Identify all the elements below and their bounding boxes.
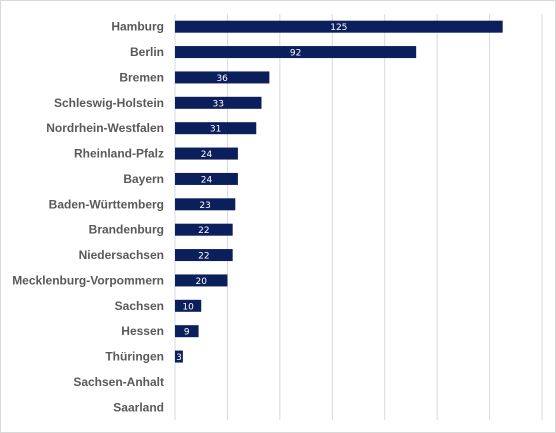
- data-label-rheinland-pfalz: 24: [201, 150, 213, 160]
- bar-hessen: [175, 325, 199, 338]
- data-label-berlin: 92: [290, 49, 301, 59]
- data-label-schleswig-holstein: 33: [213, 99, 224, 109]
- category-label-mecklenburg-vorpommern: Mecklenburg-Vorpommern: [12, 273, 164, 287]
- category-label-th-ringen: Thüringen: [105, 350, 164, 364]
- data-label-hamburg: 125: [330, 23, 347, 33]
- category-label-rheinland-pfalz: Rheinland-Pfalz: [74, 147, 164, 161]
- data-label-niedersachsen: 22: [198, 252, 209, 262]
- bar-nordrhein-westfalen: [175, 122, 257, 135]
- data-label-mecklenburg-vorpommern: 20: [195, 277, 207, 287]
- bar-baden-w-rttemberg: [175, 198, 236, 211]
- bar-sachsen: [175, 299, 202, 312]
- category-label-saarland: Saarland: [113, 400, 164, 414]
- category-label-brandenburg: Brandenburg: [89, 223, 164, 237]
- bar-bremen: [175, 71, 270, 84]
- category-label-bremen: Bremen: [119, 70, 164, 84]
- bar-rheinland-pfalz: [175, 147, 238, 160]
- bar-niedersachsen: [175, 249, 233, 262]
- category-label-baden-w-rttemberg: Baden-Württemberg: [49, 197, 164, 211]
- bar-hamburg: [175, 20, 503, 33]
- bar-bayern: [175, 172, 238, 185]
- data-label-th-ringen: 3: [176, 353, 182, 363]
- category-label-sachsen: Sachsen: [115, 299, 164, 313]
- category-label-sachsen-anhalt: Sachsen-Anhalt: [73, 375, 164, 389]
- data-label-baden-w-rttemberg: 23: [199, 201, 210, 211]
- bar-mecklenburg-vorpommern: [175, 274, 228, 287]
- data-labels: 125 92 36 33 31 24 24 23 22 22 20 10 9 3: [176, 23, 347, 363]
- category-label-nordrhein-westfalen: Nordrhein-Westfalen: [46, 121, 164, 135]
- bar-berlin: [175, 46, 417, 59]
- data-label-hessen: 9: [184, 328, 190, 338]
- category-label-bayern: Bayern: [123, 172, 164, 186]
- data-label-nordrhein-westfalen: 31: [210, 125, 221, 135]
- data-label-bremen: 36: [216, 74, 228, 84]
- bar-brandenburg: [175, 223, 233, 236]
- category-label-niedersachsen: Niedersachsen: [79, 248, 164, 262]
- data-label-bayern: 24: [201, 175, 213, 185]
- bar-th-ringen: [175, 350, 183, 363]
- category-label-berlin: Berlin: [130, 45, 164, 59]
- bar-schleswig-holstein: [175, 96, 262, 109]
- data-label-brandenburg: 22: [198, 226, 209, 236]
- category-label-schleswig-holstein: Schleswig-Holstein: [54, 96, 164, 110]
- data-label-sachsen: 10: [182, 302, 194, 312]
- category-label-hessen: Hessen: [121, 324, 164, 338]
- category-label-hamburg: Hamburg: [111, 20, 164, 34]
- category-labels: Hamburg Berlin Bremen Schleswig-Holstein Nor…: [12, 20, 164, 415]
- bars: [175, 20, 503, 363]
